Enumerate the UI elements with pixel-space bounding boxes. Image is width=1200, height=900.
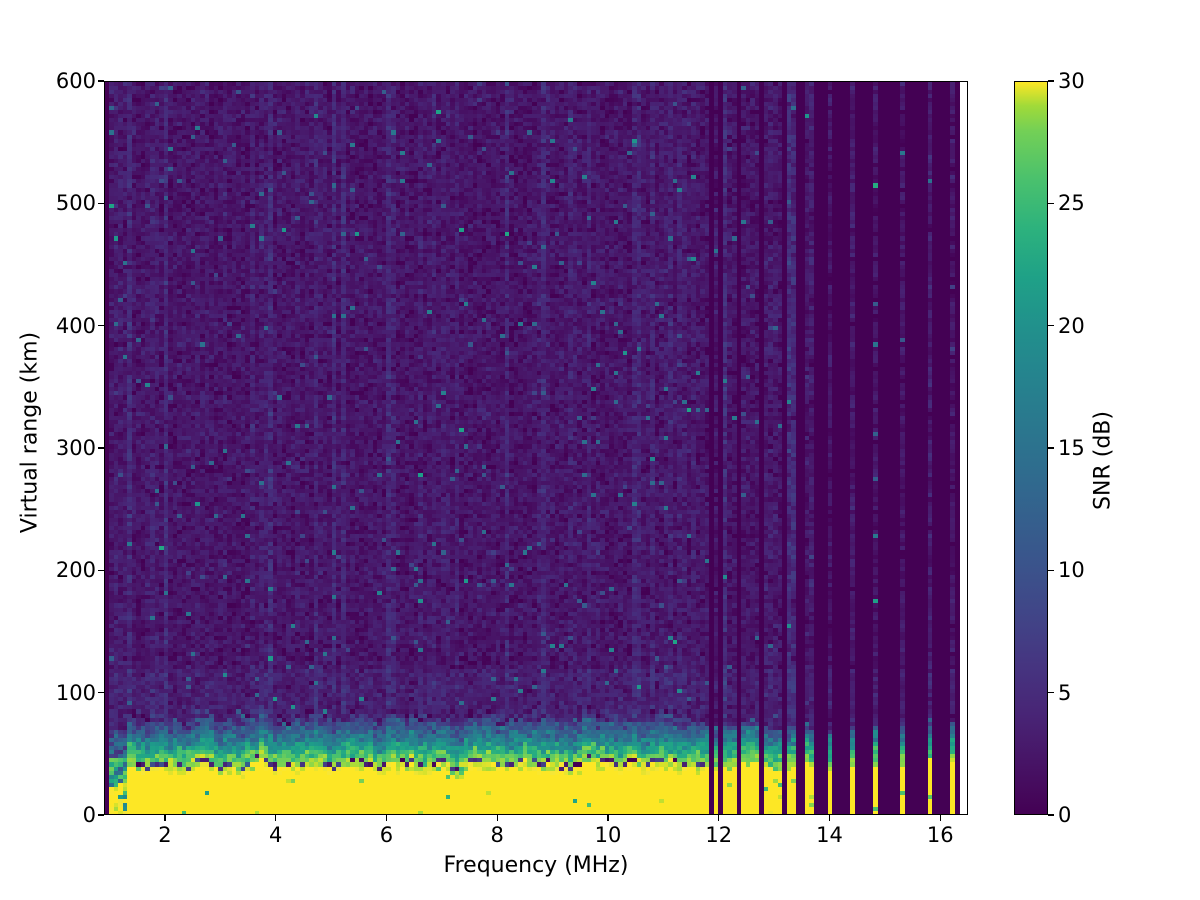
colorbar-gradient: [1014, 81, 1048, 815]
y-axis-label: Virtual range (km): [17, 331, 43, 534]
x-tick-mark: [939, 815, 941, 821]
colorbar-tick-label: 5: [1058, 680, 1072, 705]
x-tick-mark: [718, 815, 720, 821]
x-tick-label: 2: [158, 823, 172, 847]
x-axis-label: Frequency (MHz): [443, 853, 629, 878]
y-tick-label: 200: [55, 558, 96, 583]
x-tick-label: 12: [705, 823, 733, 847]
x-tick-label: 16: [926, 823, 954, 847]
colorbar-tick-mark: [1048, 80, 1054, 82]
ionogram-heatmap: [105, 82, 967, 814]
x-tick-mark: [385, 815, 388, 821]
x-tick-mark: [607, 815, 609, 821]
x-tick-mark: [496, 815, 498, 821]
x-tick-label: 14: [816, 823, 843, 847]
y-tick-label: 500: [55, 191, 96, 216]
y-tick-mark: [98, 202, 104, 205]
y-tick-label: 600: [55, 69, 96, 93]
y-tick-mark: [98, 814, 104, 816]
y-tick-mark: [98, 80, 104, 82]
colorbar-tick-mark: [1048, 569, 1054, 572]
y-tick-label: 300: [55, 436, 96, 460]
colorbar-tick-mark: [1048, 691, 1054, 694]
y-tick-label: 0: [82, 803, 96, 827]
colorbar-tick-label: 15: [1058, 436, 1085, 460]
colorbar-tick-mark: [1048, 447, 1054, 449]
x-tick-mark: [828, 815, 831, 821]
x-tick-label: 10: [594, 823, 622, 847]
y-tick-label: 100: [55, 680, 96, 705]
colorbar-tick-label: 25: [1058, 191, 1085, 216]
x-tick-mark: [274, 815, 277, 821]
colorbar-tick-label: 20: [1058, 313, 1085, 338]
colorbar-tick-label: 0: [1058, 803, 1072, 827]
colorbar-tick-label: 30: [1058, 69, 1085, 93]
colorbar-label: SNR (dB): [1090, 411, 1116, 510]
colorbar-tick-label: 10: [1058, 558, 1085, 583]
y-tick-mark: [98, 324, 104, 327]
y-tick-mark: [98, 447, 104, 449]
colorbar-tick-mark: [1048, 324, 1054, 327]
colorbar-tick-mark: [1048, 814, 1054, 816]
x-tick-label: 4: [269, 823, 283, 847]
plot-area[interactable]: [104, 81, 968, 815]
x-tick-label: 8: [490, 823, 504, 847]
y-tick-label: 400: [55, 313, 96, 338]
x-tick-mark: [164, 815, 166, 821]
x-tick-label: 6: [379, 823, 394, 847]
y-tick-mark: [98, 569, 104, 572]
y-tick-mark: [98, 691, 104, 694]
colorbar-tick-mark: [1048, 202, 1054, 205]
